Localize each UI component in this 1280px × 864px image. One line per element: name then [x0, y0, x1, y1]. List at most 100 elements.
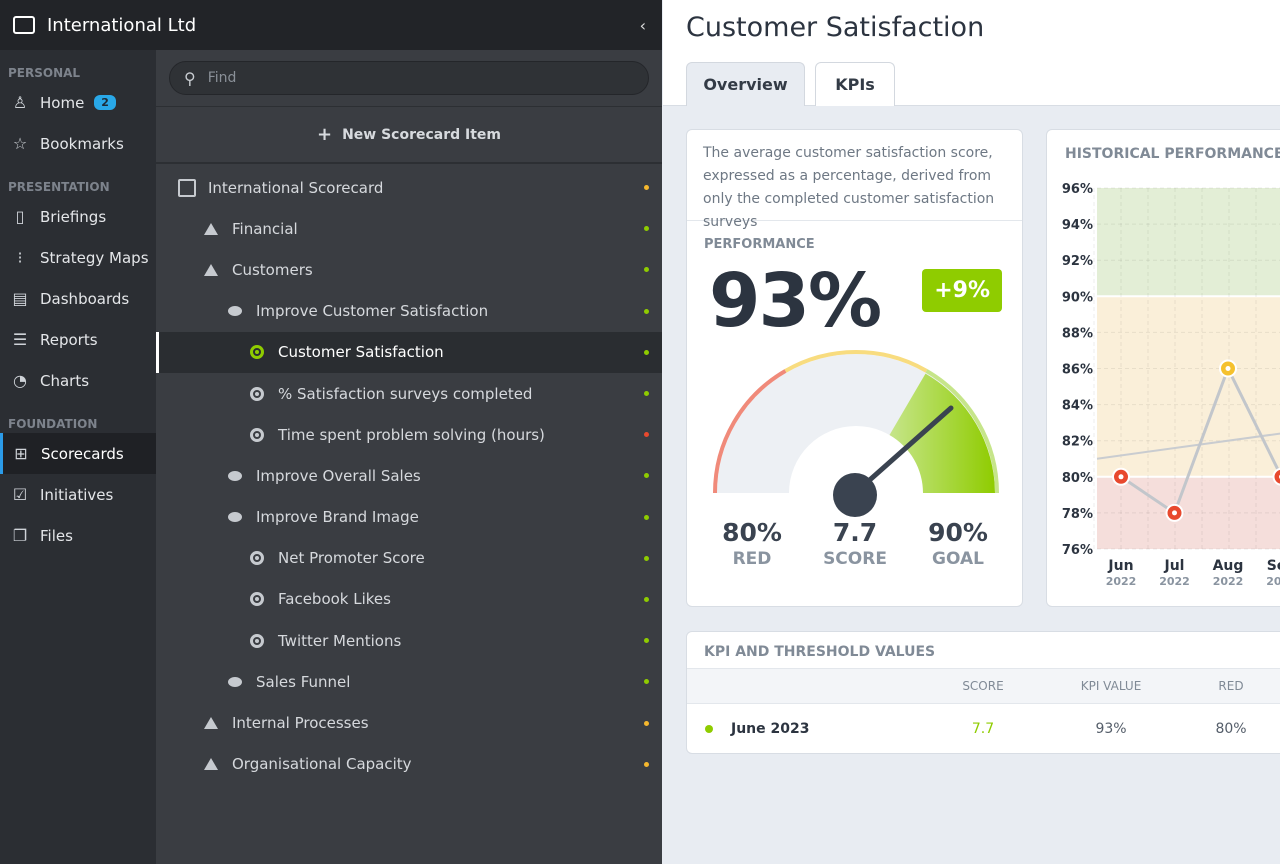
sidebar-item-label: Scorecards [41, 444, 124, 463]
org-name[interactable]: International Ltd [47, 14, 197, 36]
tree-item[interactable]: Twitter Mentions [156, 620, 662, 661]
x-tick-label: Aug [1213, 558, 1244, 574]
sidebar-item-home[interactable]: ♙ Home 2 [0, 82, 156, 123]
gauge-yellow-arc [784, 350, 928, 373]
tab-kpis[interactable]: KPIs [815, 62, 895, 106]
kpi-icon [248, 633, 266, 648]
x-tick-year: 2022 [1159, 575, 1190, 588]
status-dot [644, 473, 649, 479]
tree-item-label: Facebook Likes [278, 590, 391, 609]
tree-item-label: Improve Customer Satisfaction [256, 302, 489, 321]
tree-item[interactable]: Financial [156, 208, 662, 249]
objective-icon [226, 512, 244, 523]
y-tick-label: 84% [1062, 399, 1093, 414]
status-dot [644, 596, 649, 602]
history-chart: 76%78%80%82%84%86%88%90%92%94%96%Jun2022… [1062, 182, 1280, 588]
page-header: Customer Satisfaction Overview KPIs [663, 0, 1280, 106]
performance-label: PERFORMANCE [704, 237, 815, 252]
sidebar-item-label: Reports [40, 330, 98, 349]
tree-item-label: Customer Satisfaction [278, 343, 444, 362]
sidebar-item-charts[interactable]: ◔ Charts [0, 360, 156, 401]
sidebar-nav: PERSONAL ♙ Home 2 ☆ Bookmarks PRESENTATION ▯ Bri… [0, 50, 156, 864]
tree-item[interactable]: Improve Brand Image [156, 497, 662, 538]
sidebar-item-scorecards[interactable]: ⊞ Scorecards [0, 433, 156, 474]
new-scorecard-item-button[interactable]: + New Scorecard Item [156, 106, 662, 164]
plus-icon: + [316, 124, 333, 145]
files-icon: ❐ [12, 526, 28, 545]
x-tick-label: Jun [1107, 558, 1133, 574]
series-line [1120, 364, 1280, 516]
y-tick-label: 76% [1062, 543, 1093, 558]
tree-item[interactable]: Improve Overall Sales [156, 455, 662, 496]
y-tick-label: 78% [1062, 507, 1093, 522]
scorecard-tree: ⚲ Find + New Scorecard Item International … [156, 50, 662, 864]
sidebar-item-label: Charts [40, 371, 90, 390]
search-input[interactable]: ⚲ Find [169, 61, 649, 95]
x-tick-year: 2022 [1106, 575, 1137, 588]
status-dot [644, 308, 649, 314]
sidebar-item-label: Dashboards [40, 289, 130, 308]
tree-item-label: Organisational Capacity [232, 755, 412, 774]
sidebar-item-strategy-maps[interactable]: ⁝ Strategy Maps [0, 237, 156, 278]
data-point-center [1172, 510, 1177, 516]
tree-item[interactable]: Facebook Likes [156, 579, 662, 620]
goal-label: GOAL [932, 549, 984, 569]
sidebar-item-files[interactable]: ❐ Files [0, 515, 156, 556]
tree-item[interactable]: International Scorecard [156, 167, 662, 208]
x-tick-label: Jul [1164, 558, 1185, 574]
sidebar-item-reports[interactable]: ☰ Reports [0, 319, 156, 360]
sidebar-item-label: Bookmarks [40, 134, 124, 153]
tree-item[interactable]: Time spent problem solving (hours) [156, 414, 662, 455]
status-dot [644, 555, 649, 561]
sidebar-item-briefings[interactable]: ▯ Briefings [0, 196, 156, 237]
sidebar-item-label: Strategy Maps [40, 248, 149, 267]
red-threshold: 80% RED [707, 518, 797, 569]
sidebar-item-bookmarks[interactable]: ☆ Bookmarks [0, 123, 156, 164]
sidebar-item-label: Briefings [40, 207, 107, 226]
tree-item-label: Sales Funnel [256, 672, 351, 691]
kpi-icon [248, 551, 266, 566]
gauge-fill [889, 373, 995, 493]
tree-item[interactable]: Net Promoter Score [156, 538, 662, 579]
kpi-value-cell: 93% [1095, 721, 1127, 737]
nav-section-label: PRESENTATION [8, 180, 110, 194]
scorecard-icon [178, 178, 196, 197]
perspective-icon [202, 758, 220, 771]
status-dot [644, 679, 649, 685]
tree-item-label: Time spent problem solving (hours) [278, 425, 545, 444]
perspective-icon [202, 263, 220, 276]
x-tick-year: 2022 [1266, 575, 1280, 588]
tree-item[interactable]: Sales Funnel [156, 661, 662, 702]
tab-overview[interactable]: Overview [686, 62, 805, 106]
tree-item[interactable]: Customers [156, 249, 662, 290]
sidebar-item-dashboards[interactable]: ▤ Dashboards [0, 278, 156, 319]
change-badge: +9% [922, 269, 1002, 312]
col-score: SCORE [962, 679, 1004, 693]
table-row[interactable]: June 2023 7.7 93% 80% [687, 704, 1280, 753]
threshold-band [1097, 296, 1280, 477]
chevron-left-icon[interactable]: ‹ [639, 15, 646, 35]
sidebar-item-label: Home [40, 93, 85, 112]
x-tick-year: 2022 [1213, 575, 1244, 588]
red-label: RED [732, 549, 772, 569]
tree-item-label: Internal Processes [232, 714, 369, 733]
tree-item[interactable]: Organisational Capacity [156, 744, 662, 785]
status-dot [644, 514, 649, 520]
kpi-icon [248, 592, 266, 607]
tree-item[interactable]: Improve Customer Satisfaction [156, 291, 662, 332]
status-dot [644, 226, 649, 232]
sidebar-item-initiatives[interactable]: ☑ Initiatives [0, 474, 156, 515]
gauge-needle [852, 405, 954, 496]
tree-item[interactable]: Internal Processes [156, 702, 662, 743]
data-point-center [1225, 366, 1231, 371]
tree-item[interactable]: Customer Satisfaction [156, 331, 662, 373]
goal-threshold: 90% GOAL [913, 518, 1003, 569]
kpi-icon [248, 427, 266, 442]
search-icon: ⚲ [184, 68, 196, 88]
y-tick-label: 90% [1062, 290, 1093, 305]
y-tick-label: 80% [1062, 471, 1093, 486]
tree-item[interactable]: % Satisfaction surveys completed [156, 373, 662, 414]
table-header: SCORE KPI VALUE RED [687, 668, 1280, 704]
score-label: SCORE [823, 549, 887, 569]
page-title: Customer Satisfaction [686, 12, 985, 43]
